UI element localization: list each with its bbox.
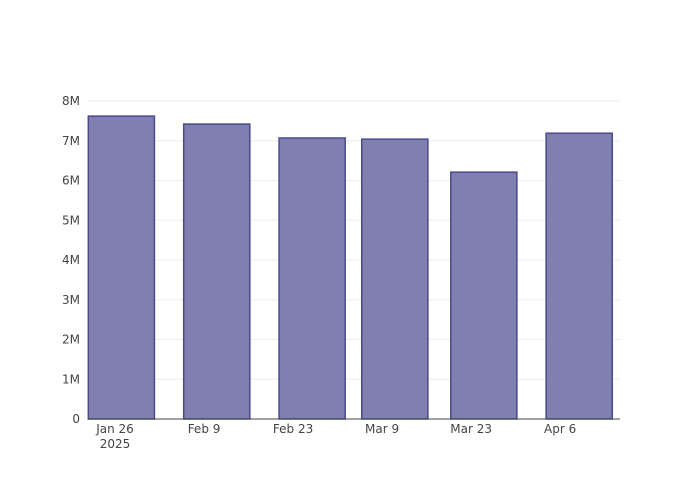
- bar: [182, 123, 251, 420]
- bar: [545, 132, 614, 420]
- bar: [360, 138, 429, 420]
- y-tick-label: 0: [72, 412, 80, 426]
- x-tick-label-line: Apr 6: [544, 422, 576, 436]
- x-tick-label: Jan 26 2025: [95, 422, 134, 451]
- x-tick-label: Mar 23: [450, 422, 492, 436]
- y-tick-label: 2M: [62, 333, 80, 347]
- bar: [278, 137, 346, 420]
- x-tick-label: Feb 23: [273, 422, 313, 436]
- x-tick-label: Mar 9: [365, 422, 399, 436]
- bar: [450, 171, 518, 420]
- y-tick-label: 4M: [62, 253, 80, 267]
- x-tick-label-line: Mar 9: [365, 422, 399, 436]
- x-tick-label: Apr 6: [544, 422, 576, 436]
- x-tick-label-line: Mar 23: [450, 422, 492, 436]
- x-tick-label-line: Jan 26: [95, 422, 134, 436]
- bar: [87, 115, 156, 420]
- x-tick-label-line: 2025: [100, 437, 131, 451]
- y-tick-label: 3M: [62, 293, 80, 307]
- y-tick-label: 7M: [62, 134, 80, 148]
- y-tick-label: 5M: [62, 213, 80, 227]
- y-tick-label: 6M: [62, 174, 80, 188]
- x-tick-label-line: Feb 9: [188, 422, 221, 436]
- x-tick-label: Feb 9: [188, 422, 221, 436]
- y-tick-label: 1M: [62, 372, 80, 386]
- y-tick-label: 8M: [62, 94, 80, 108]
- x-tick-label-line: Feb 23: [273, 422, 313, 436]
